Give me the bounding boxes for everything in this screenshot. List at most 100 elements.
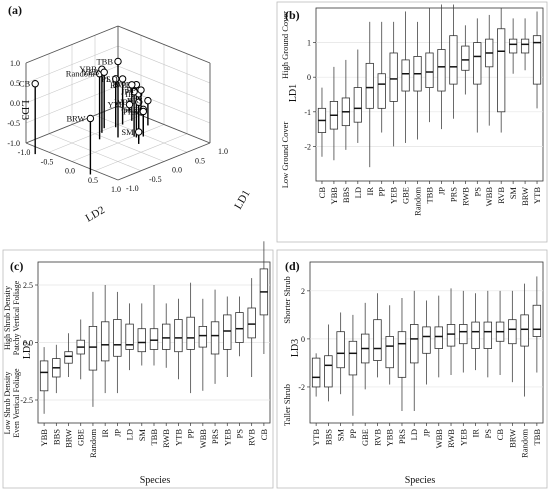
box xyxy=(520,283,529,397)
x-tick-label: BBS xyxy=(51,429,61,445)
box-body xyxy=(385,336,394,369)
y-tick-label: 1 xyxy=(307,39,311,48)
point-label: IR xyxy=(125,89,134,99)
box xyxy=(520,18,530,71)
point-label: TBB xyxy=(96,56,113,66)
box xyxy=(495,290,505,375)
point-marker xyxy=(130,88,138,96)
box-body xyxy=(437,49,446,92)
box-body xyxy=(508,319,517,345)
box xyxy=(473,18,482,133)
box-body xyxy=(473,42,482,85)
box xyxy=(353,49,362,143)
point-marker xyxy=(31,80,39,88)
box-body xyxy=(125,323,134,350)
grid-line xyxy=(48,114,142,153)
box xyxy=(532,276,542,373)
box xyxy=(198,298,208,391)
x-tick-label: YBB xyxy=(329,187,339,205)
box xyxy=(210,289,220,384)
box xyxy=(348,314,358,416)
x-tick-label: Random xyxy=(413,187,423,216)
box xyxy=(509,18,518,74)
x-tick-label: SM xyxy=(137,429,147,442)
box-body xyxy=(324,355,333,388)
box xyxy=(360,302,370,390)
x-tick-label: WBB xyxy=(484,187,494,207)
x-tick-label: JP xyxy=(112,429,122,437)
frame-edge xyxy=(117,105,211,144)
x-tick-label: TBB xyxy=(149,429,159,446)
box-body xyxy=(509,38,518,54)
x-tick-label: YBB xyxy=(385,429,395,447)
box-body xyxy=(235,312,244,343)
box-body xyxy=(532,35,542,85)
frame-edge xyxy=(117,25,211,64)
x-tick-label: YTB xyxy=(532,187,542,204)
x-tick-label: LD xyxy=(409,429,419,440)
box-body xyxy=(425,52,434,88)
box-body xyxy=(137,328,146,353)
x-tick-label: Random xyxy=(520,429,530,458)
panel-c-xlabel: Species xyxy=(140,475,171,486)
box-body xyxy=(520,314,529,347)
scatter-point: PRS xyxy=(123,106,148,135)
point-marker xyxy=(144,96,152,105)
y-tick-label: -1.0 xyxy=(7,139,20,148)
x-tick-label: PRS xyxy=(397,429,407,444)
point-label: CB xyxy=(19,79,31,89)
x-tick-label: GBE xyxy=(76,429,86,446)
x-tick-label: PRS xyxy=(448,187,458,202)
x-tick-label: BBS xyxy=(323,429,333,445)
x-tick-label: BRW xyxy=(507,429,517,448)
point-marker xyxy=(137,86,145,94)
x-tick-label: PS xyxy=(483,429,493,439)
point-label: BBS xyxy=(127,96,143,106)
z-tick-label: -0.5 xyxy=(149,175,162,184)
x-tick-label: YBB xyxy=(39,429,49,447)
panel-a-xlabel: LD2 xyxy=(84,204,107,224)
box xyxy=(437,4,446,130)
panel-d-ylabel-top: Shorter Shrub xyxy=(282,276,292,323)
box xyxy=(471,293,480,371)
z-tick-label: 0.0 xyxy=(172,166,182,175)
x-tick-label: RVB xyxy=(247,429,257,446)
grid-line xyxy=(71,124,165,162)
panel-b-border xyxy=(276,1,548,243)
panel-a-zlabel: LD1 xyxy=(232,188,252,211)
box-body xyxy=(446,324,456,347)
x-tick-label: RWB xyxy=(460,187,470,206)
frame-edge xyxy=(25,25,119,64)
panel-a-label: (a) xyxy=(8,3,22,17)
panel-a-ticks: -1.0 -0.5 0.0 0.5 1.0 -1.0 -0.5 0.0 0.5 1.0 -1.0 -0… xyxy=(7,59,228,194)
box xyxy=(410,290,419,411)
x-tick-label: CB xyxy=(317,187,327,199)
panel-a-ylabel: LD3 xyxy=(19,100,31,121)
x-tick-label: TBB xyxy=(532,429,542,446)
x-tick-label: YTB xyxy=(173,429,183,446)
scatter-point: YEB xyxy=(82,67,108,129)
box xyxy=(434,295,443,378)
point-label: SM xyxy=(121,127,134,137)
scatter-point: SM xyxy=(121,127,143,144)
x-tick-label: PP xyxy=(348,429,358,439)
point-label: LD xyxy=(106,74,117,84)
box-body xyxy=(497,28,506,113)
x-tick-label: PRS xyxy=(210,429,220,444)
panel-b-ylabel-top: High Ground Cover xyxy=(280,11,290,79)
point-marker xyxy=(128,81,136,89)
box xyxy=(422,300,431,385)
x-tick-label: RWB xyxy=(161,429,171,448)
x-tick-label: Random xyxy=(88,429,98,458)
box-body xyxy=(471,321,480,349)
panel-c-ylabel-bottom-1: Low Shrub Density xyxy=(3,372,12,435)
box-body xyxy=(373,319,382,361)
x-tick-label: JP xyxy=(436,187,446,195)
x-tick-label: WBB xyxy=(434,429,444,449)
frame-edge xyxy=(25,142,119,181)
point-marker xyxy=(100,68,108,76)
box xyxy=(317,87,327,157)
box xyxy=(100,285,110,394)
y-tick-label: 0.5 xyxy=(10,79,20,88)
